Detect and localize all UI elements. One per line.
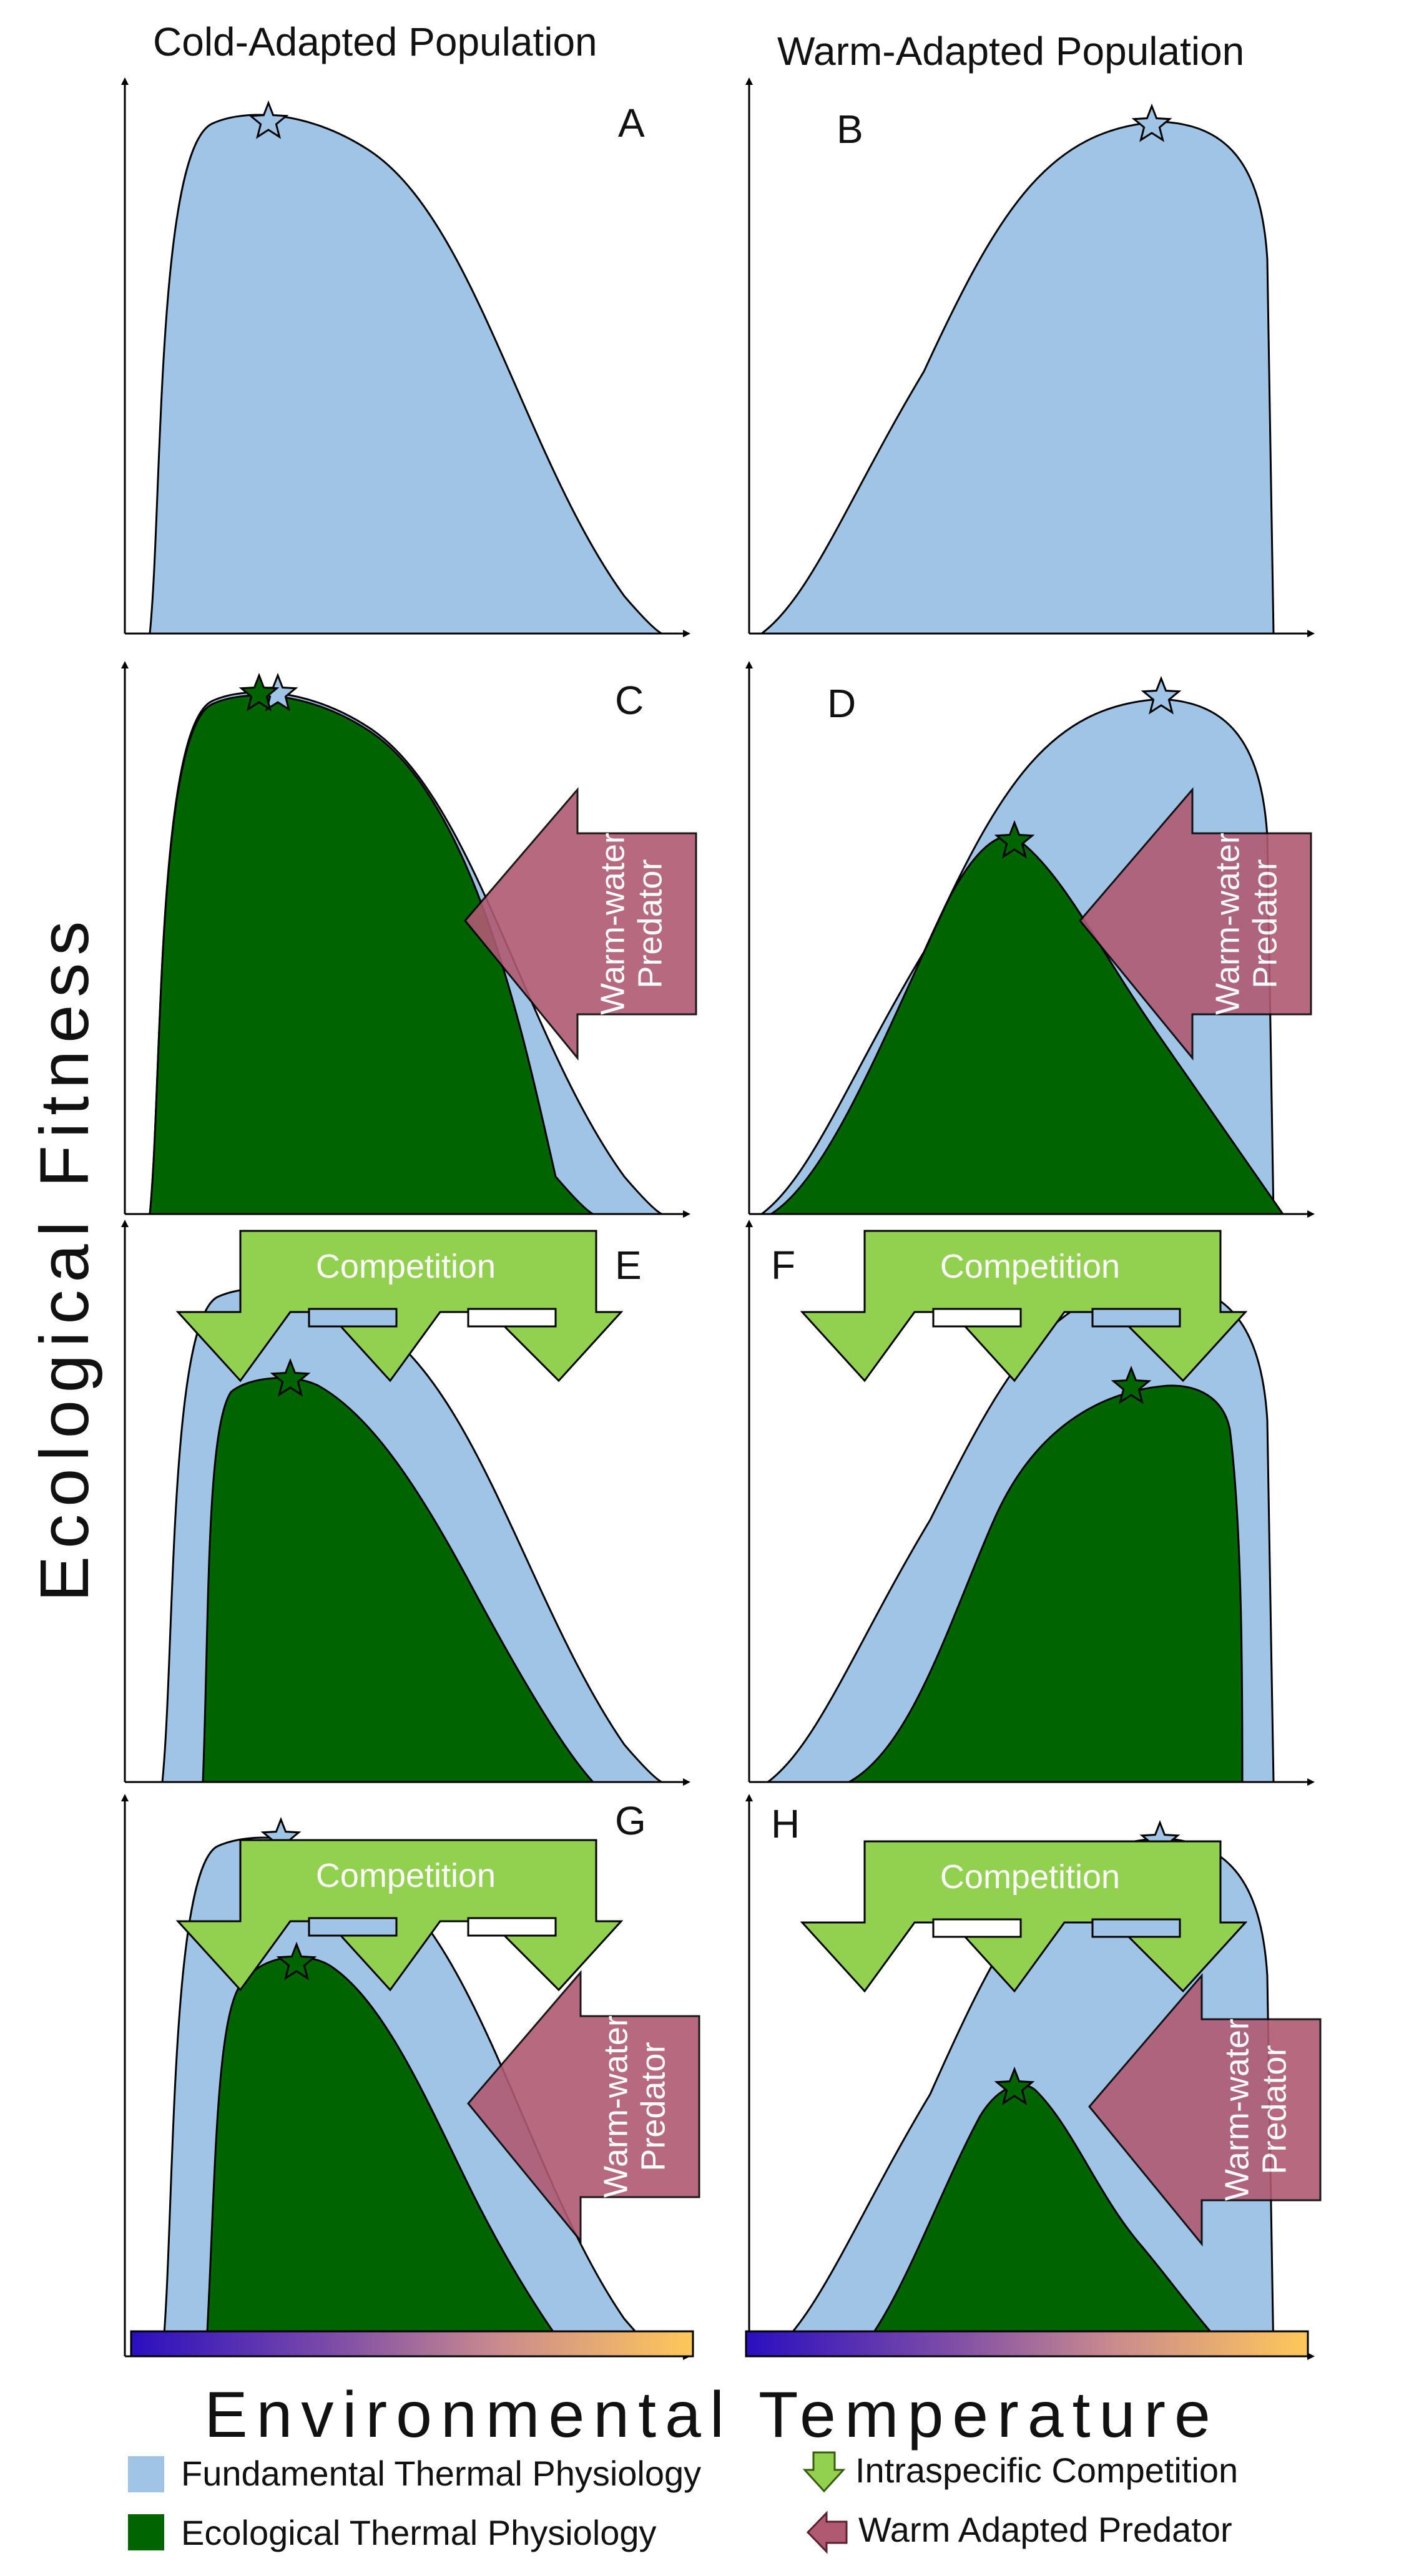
panel-c-predator-arrow-label-line: Warm-water	[594, 833, 631, 1015]
panel-c-ecological-star	[238, 672, 280, 712]
panel-e-ecological-star	[270, 1358, 311, 1397]
panel-e-competition-arrow: Competition	[175, 1230, 624, 1383]
panel-e-competition-arrow-slot	[467, 1308, 557, 1328]
panel-e-competition-arrow-shape	[175, 1230, 624, 1383]
legend-label-predator: Warm Adapted Predator	[858, 2510, 1232, 2549]
panel-d-predator-arrow-label-line: Warm-water	[1209, 833, 1246, 1015]
panel-h-competition-arrow-slot	[1091, 1918, 1181, 1938]
panel-d-predator-arrow-label-line: Predator	[1246, 859, 1284, 988]
legend-label-competition: Intraspecific Competition	[855, 2451, 1239, 2490]
panel-c-predator-arrow-shape	[464, 786, 697, 1061]
panel-g-predator-arrow-label-line: Predator	[634, 2042, 672, 2171]
panel-h-predator-arrow: Warm-water Predator	[1088, 1972, 1322, 2247]
panel-label-d: D	[827, 681, 857, 726]
panel-f-competition-arrow-shape	[800, 1230, 1248, 1383]
panel-c-predator-arrow: Warm-water Predator	[464, 786, 697, 1061]
panel-e-competition-arrow-label: Competition	[316, 1248, 496, 1285]
panel-e-competition-arrow-slot	[308, 1308, 398, 1328]
panel-h-ecological-curve	[853, 2084, 1235, 2358]
temperature-gradient-bar-right	[745, 2330, 1309, 2358]
panel-h-competition-arrow-shape	[800, 1840, 1248, 1993]
panel-g-predator-arrow: Warm-water Predator	[467, 1969, 700, 2244]
panel-g-competition-arrow-shape	[175, 1839, 624, 1992]
panel-label-g: G	[615, 1798, 646, 1843]
panel-g-predator-arrow-label-line: Warm-water	[597, 2015, 634, 2198]
panel-g-competition-arrow-label: Competition	[316, 1857, 496, 1894]
panel-g-competition-arrow-slot	[308, 1917, 398, 1937]
legend-swatch-fundamental	[128, 2456, 164, 2492]
panel-f-competition-arrow-label: Competition	[940, 1248, 1120, 1285]
panel-label-f: F	[771, 1243, 796, 1288]
panel-h-competition-arrow-label: Competition	[940, 1858, 1120, 1896]
panel-h-competition-arrow: Competition	[800, 1840, 1248, 1993]
panel-g-competition-arrow-slot	[467, 1917, 557, 1937]
header-cold-adapted: Cold-Adapted Population	[153, 19, 597, 64]
panel-h-predator-arrow-shape	[1088, 1972, 1322, 2247]
panel-f-ecological-star	[1111, 1365, 1152, 1404]
legend-swatch-ecological	[128, 2514, 164, 2550]
competition-arrow-icon	[802, 2451, 846, 2493]
panel-a-optimum-star	[248, 100, 289, 139]
x-axis-label: Environmental Temperature	[204, 2379, 1219, 2451]
panel-g-ecological-curve	[205, 1956, 574, 2358]
panel-g-competition-arrow: Competition	[175, 1839, 624, 1992]
panel-d-predator-arrow: Warm-water Predator	[1079, 786, 1312, 1061]
legend-label-fundamental: Fundamental Thermal Physiology	[181, 2454, 702, 2493]
panel-label-e: E	[615, 1243, 642, 1288]
predator-arrow-icon	[806, 2510, 848, 2554]
panel-label-h: H	[771, 1801, 800, 1846]
panel-d-ecological-star	[994, 820, 1035, 859]
panel-f-competition-arrow-slot	[932, 1308, 1022, 1328]
panel-h-ecological-star	[994, 2066, 1035, 2105]
panel-e-ecological-curve	[202, 1377, 596, 1783]
panel-g-ecological-star	[276, 1941, 317, 1981]
panel-f-ecological-curve	[848, 1384, 1244, 1783]
panel-h-predator-arrow-label-line: Warm-water	[1218, 2019, 1255, 2201]
panel-a-fundamental-curve	[149, 114, 662, 635]
panel-f-competition-arrow: Competition	[800, 1230, 1248, 1383]
legend-label-ecological: Ecological Thermal Physiology	[181, 2513, 657, 2552]
panel-label-a: A	[618, 100, 645, 145]
header-warm-adapted: Warm-Adapted Population	[777, 29, 1245, 74]
panel-d-predator-arrow-shape	[1079, 786, 1312, 1061]
panel-d-fundamental-star	[1141, 675, 1182, 715]
panel-label-b: B	[837, 107, 863, 152]
panel-f-competition-arrow-slot	[1091, 1308, 1181, 1328]
panel-h-competition-arrow-slot	[932, 1918, 1022, 1938]
panel-g-predator-arrow-shape	[467, 1969, 700, 2244]
panel-h-predator-arrow-label-line: Predator	[1255, 2045, 1293, 2174]
panel-b-fundamental-curve	[759, 120, 1275, 635]
panel-c-predator-arrow-label-line: Predator	[631, 859, 669, 988]
panel-c-ecological-curve	[149, 694, 594, 1215]
temperature-gradient-bar-left	[130, 2330, 694, 2358]
panel-b-optimum-star	[1131, 103, 1172, 142]
panel-label-c: C	[615, 678, 644, 723]
